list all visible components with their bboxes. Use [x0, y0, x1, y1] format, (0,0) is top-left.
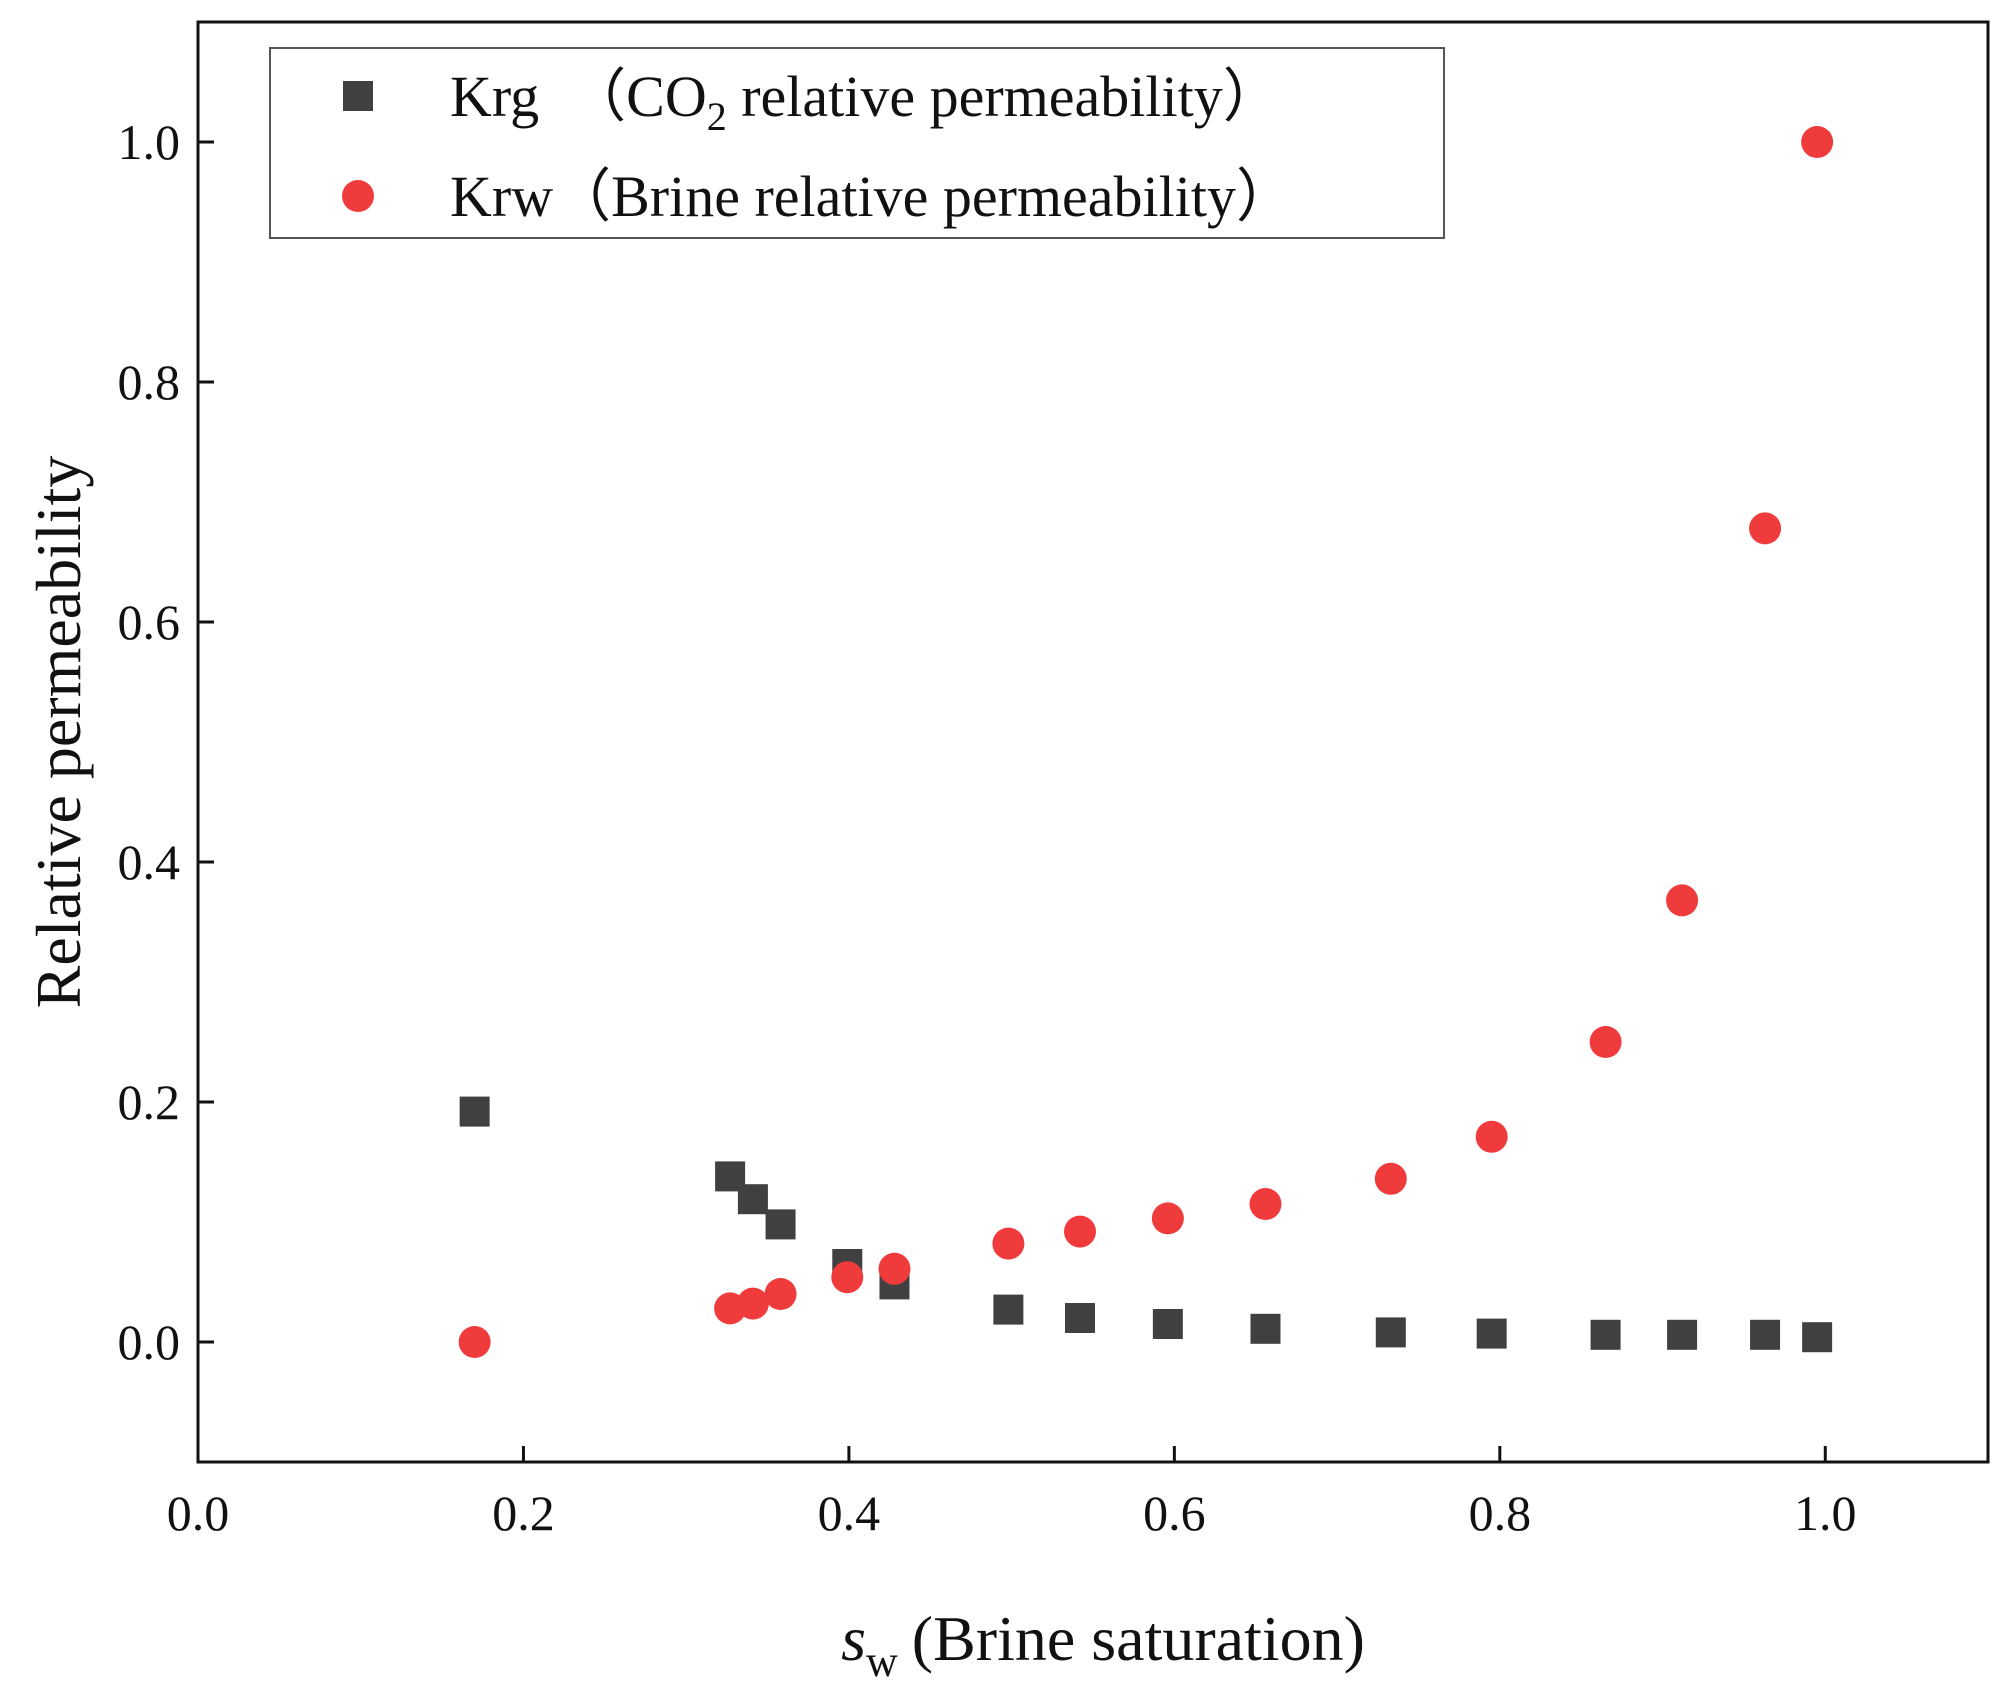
axes-layer	[196, 20, 1990, 1464]
krw-point	[992, 1227, 1025, 1260]
legend-label-text: Krg （CO	[450, 64, 707, 129]
data-layer	[458, 126, 1834, 1358]
y-axis-title: Relative permeability	[23, 456, 94, 1009]
legend-label-text: Krw（Brine relative permeability）	[450, 164, 1294, 229]
legend-label-krw: Krw（Brine relative permeability）	[450, 164, 1294, 229]
y-tick-label: 0.2	[118, 1074, 181, 1130]
plot-frame	[196, 20, 1990, 1464]
krg-point	[1152, 1309, 1183, 1339]
krg-point	[765, 1209, 796, 1240]
legend-label-subscript: 2	[707, 94, 727, 139]
krw-point	[1151, 1202, 1184, 1235]
ticks-layer: 0.0 0.2 0.4 0.6 0.8 1.0 0.0 0.2 0.4 0.6 0.8 1.0	[118, 114, 1857, 1541]
legend-box	[269, 47, 1445, 239]
legend-circle-marker	[342, 180, 374, 212]
x-tick-label: 0.6	[1143, 1485, 1206, 1541]
krw-point	[1801, 126, 1834, 158]
x-tick-label: 0.4	[818, 1485, 881, 1541]
series-krw	[458, 126, 1834, 1358]
x-tick-label: 0.2	[492, 1485, 555, 1541]
x-axis-subscript: w	[866, 1637, 898, 1686]
x-tick-label: 0.0	[167, 1485, 230, 1541]
y-tick-label: 1.0	[118, 114, 181, 170]
y-tick-label: 0.0	[118, 1314, 181, 1370]
y-tick-label: 0.8	[118, 354, 181, 410]
krw-point	[764, 1278, 797, 1310]
series-krg	[459, 1096, 1833, 1353]
krw-point	[878, 1252, 911, 1285]
x-axis-symbol: s	[841, 1603, 866, 1674]
krg-point	[1590, 1319, 1621, 1350]
krg-point	[737, 1184, 768, 1215]
x-tick-label: 0.8	[1469, 1485, 1532, 1541]
krw-point	[1666, 884, 1699, 917]
krg-point	[1802, 1322, 1833, 1353]
krw-point	[1063, 1215, 1096, 1248]
krw-point	[1374, 1162, 1407, 1195]
legend: Krg （CO2 relative permeability） Krw（Brine…	[269, 47, 1445, 239]
krw-point	[1249, 1188, 1282, 1220]
krg-point	[1375, 1317, 1406, 1348]
krg-point	[993, 1294, 1024, 1325]
krg-point	[1476, 1318, 1507, 1349]
legend-square-marker	[343, 81, 373, 111]
krw-point	[1749, 512, 1782, 545]
x-axis-title: sw (Brine saturation)	[841, 1603, 1365, 1686]
krg-point	[1250, 1313, 1281, 1344]
krg-point	[1064, 1303, 1095, 1333]
krw-point	[736, 1287, 769, 1320]
krw-point	[458, 1326, 491, 1358]
krg-point	[1667, 1319, 1698, 1350]
legend-entry-krg: Krg （CO2 relative permeability）	[343, 64, 1281, 139]
krw-point	[1475, 1120, 1508, 1153]
y-tick-label: 0.4	[118, 834, 181, 890]
legend-entry-krw: Krw（Brine relative permeability）	[342, 164, 1294, 229]
krg-point	[459, 1096, 490, 1127]
legend-label-krg: Krg （CO2 relative permeability）	[450, 64, 1281, 139]
krg-point	[1750, 1319, 1781, 1350]
krw-point	[831, 1261, 864, 1294]
krw-point	[1589, 1026, 1622, 1058]
legend-label-suffix: relative permeability）	[727, 64, 1281, 129]
x-axis-text: (Brine saturation)	[912, 1603, 1365, 1674]
x-tick-label: 1.0	[1794, 1485, 1857, 1541]
legend-entries: Krg （CO2 relative permeability） Krw（Brine…	[342, 64, 1294, 229]
y-tick-label: 0.6	[118, 594, 181, 650]
